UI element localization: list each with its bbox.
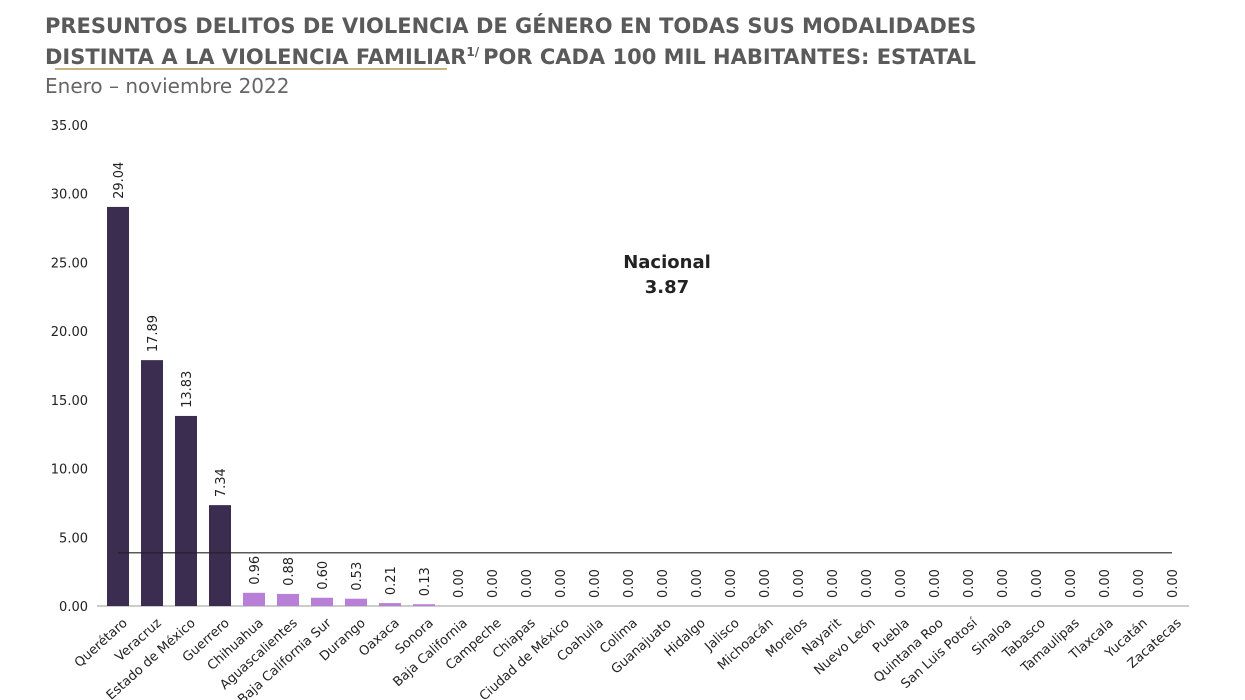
bar	[277, 593, 299, 606]
y-tick-label: 25.00	[51, 256, 88, 271]
reference-value: 3.87	[645, 277, 689, 298]
y-tick-label: 20.00	[51, 325, 88, 340]
bar	[413, 604, 435, 606]
value-label: 0.88	[282, 557, 297, 586]
value-label: 0.00	[792, 569, 807, 598]
y-tick-label: 15.00	[51, 394, 88, 409]
value-label: 0.53	[350, 562, 365, 591]
value-label: 0.00	[996, 569, 1011, 598]
value-label: 0.00	[656, 569, 671, 598]
value-label: 29.04	[112, 162, 127, 199]
chart-title: POR CADA 100 MIL HABITANTES: ESTATAL	[483, 45, 976, 69]
value-label: 0.00	[1132, 569, 1147, 598]
bar	[243, 592, 265, 606]
y-tick-label: 0.00	[59, 600, 88, 615]
value-label: 0.00	[486, 569, 501, 598]
chart-subtitle: Enero – noviembre 2022	[45, 74, 289, 98]
value-label: 0.00	[928, 569, 943, 598]
bar	[107, 206, 129, 607]
y-tick-label: 10.00	[51, 463, 88, 478]
value-label: 0.00	[962, 569, 977, 598]
value-label: 0.00	[1098, 569, 1113, 598]
value-label: 0.00	[826, 569, 841, 598]
value-label: 0.00	[1166, 569, 1181, 598]
value-label: 0.21	[384, 566, 399, 595]
value-label: 17.89	[146, 315, 161, 352]
chart-title: 1/	[466, 45, 479, 59]
value-label: 0.00	[1064, 569, 1079, 598]
value-label: 0.00	[1030, 569, 1045, 598]
value-label: 0.00	[894, 569, 909, 598]
value-label: 0.13	[418, 567, 433, 596]
value-label: 0.00	[554, 569, 569, 598]
reference-label: Nacional	[623, 252, 711, 273]
value-label: 7.34	[214, 468, 229, 497]
value-label: 0.60	[316, 561, 331, 590]
chart-title: DISTINTA A LA VIOLENCIA FAMILIAR	[45, 45, 466, 69]
bar	[175, 415, 197, 606]
bar	[209, 505, 231, 606]
value-label: 0.00	[860, 569, 875, 598]
value-label: 0.00	[690, 569, 705, 598]
y-tick-label: 30.00	[51, 188, 88, 203]
y-tick-label: 35.00	[51, 119, 88, 134]
bar	[141, 360, 163, 606]
bar	[345, 598, 367, 606]
y-tick-label: 5.00	[59, 531, 88, 546]
value-label: 0.00	[452, 569, 467, 598]
value-label: 0.00	[622, 569, 637, 598]
value-label: 0.00	[520, 569, 535, 598]
chart-title: PRESUNTOS DELITOS DE VIOLENCIA DE GÉNERO…	[45, 13, 976, 38]
value-label: 13.83	[180, 371, 195, 408]
chart-title: DISTINTA A LA VIOLENCIA FAMILIAR1/POR CA…	[45, 45, 976, 69]
value-label: 0.96	[248, 556, 263, 585]
value-label: 0.00	[724, 569, 739, 598]
value-label: 0.00	[588, 569, 603, 598]
bar	[379, 603, 401, 606]
value-label: 0.00	[758, 569, 773, 598]
bar	[311, 597, 333, 606]
